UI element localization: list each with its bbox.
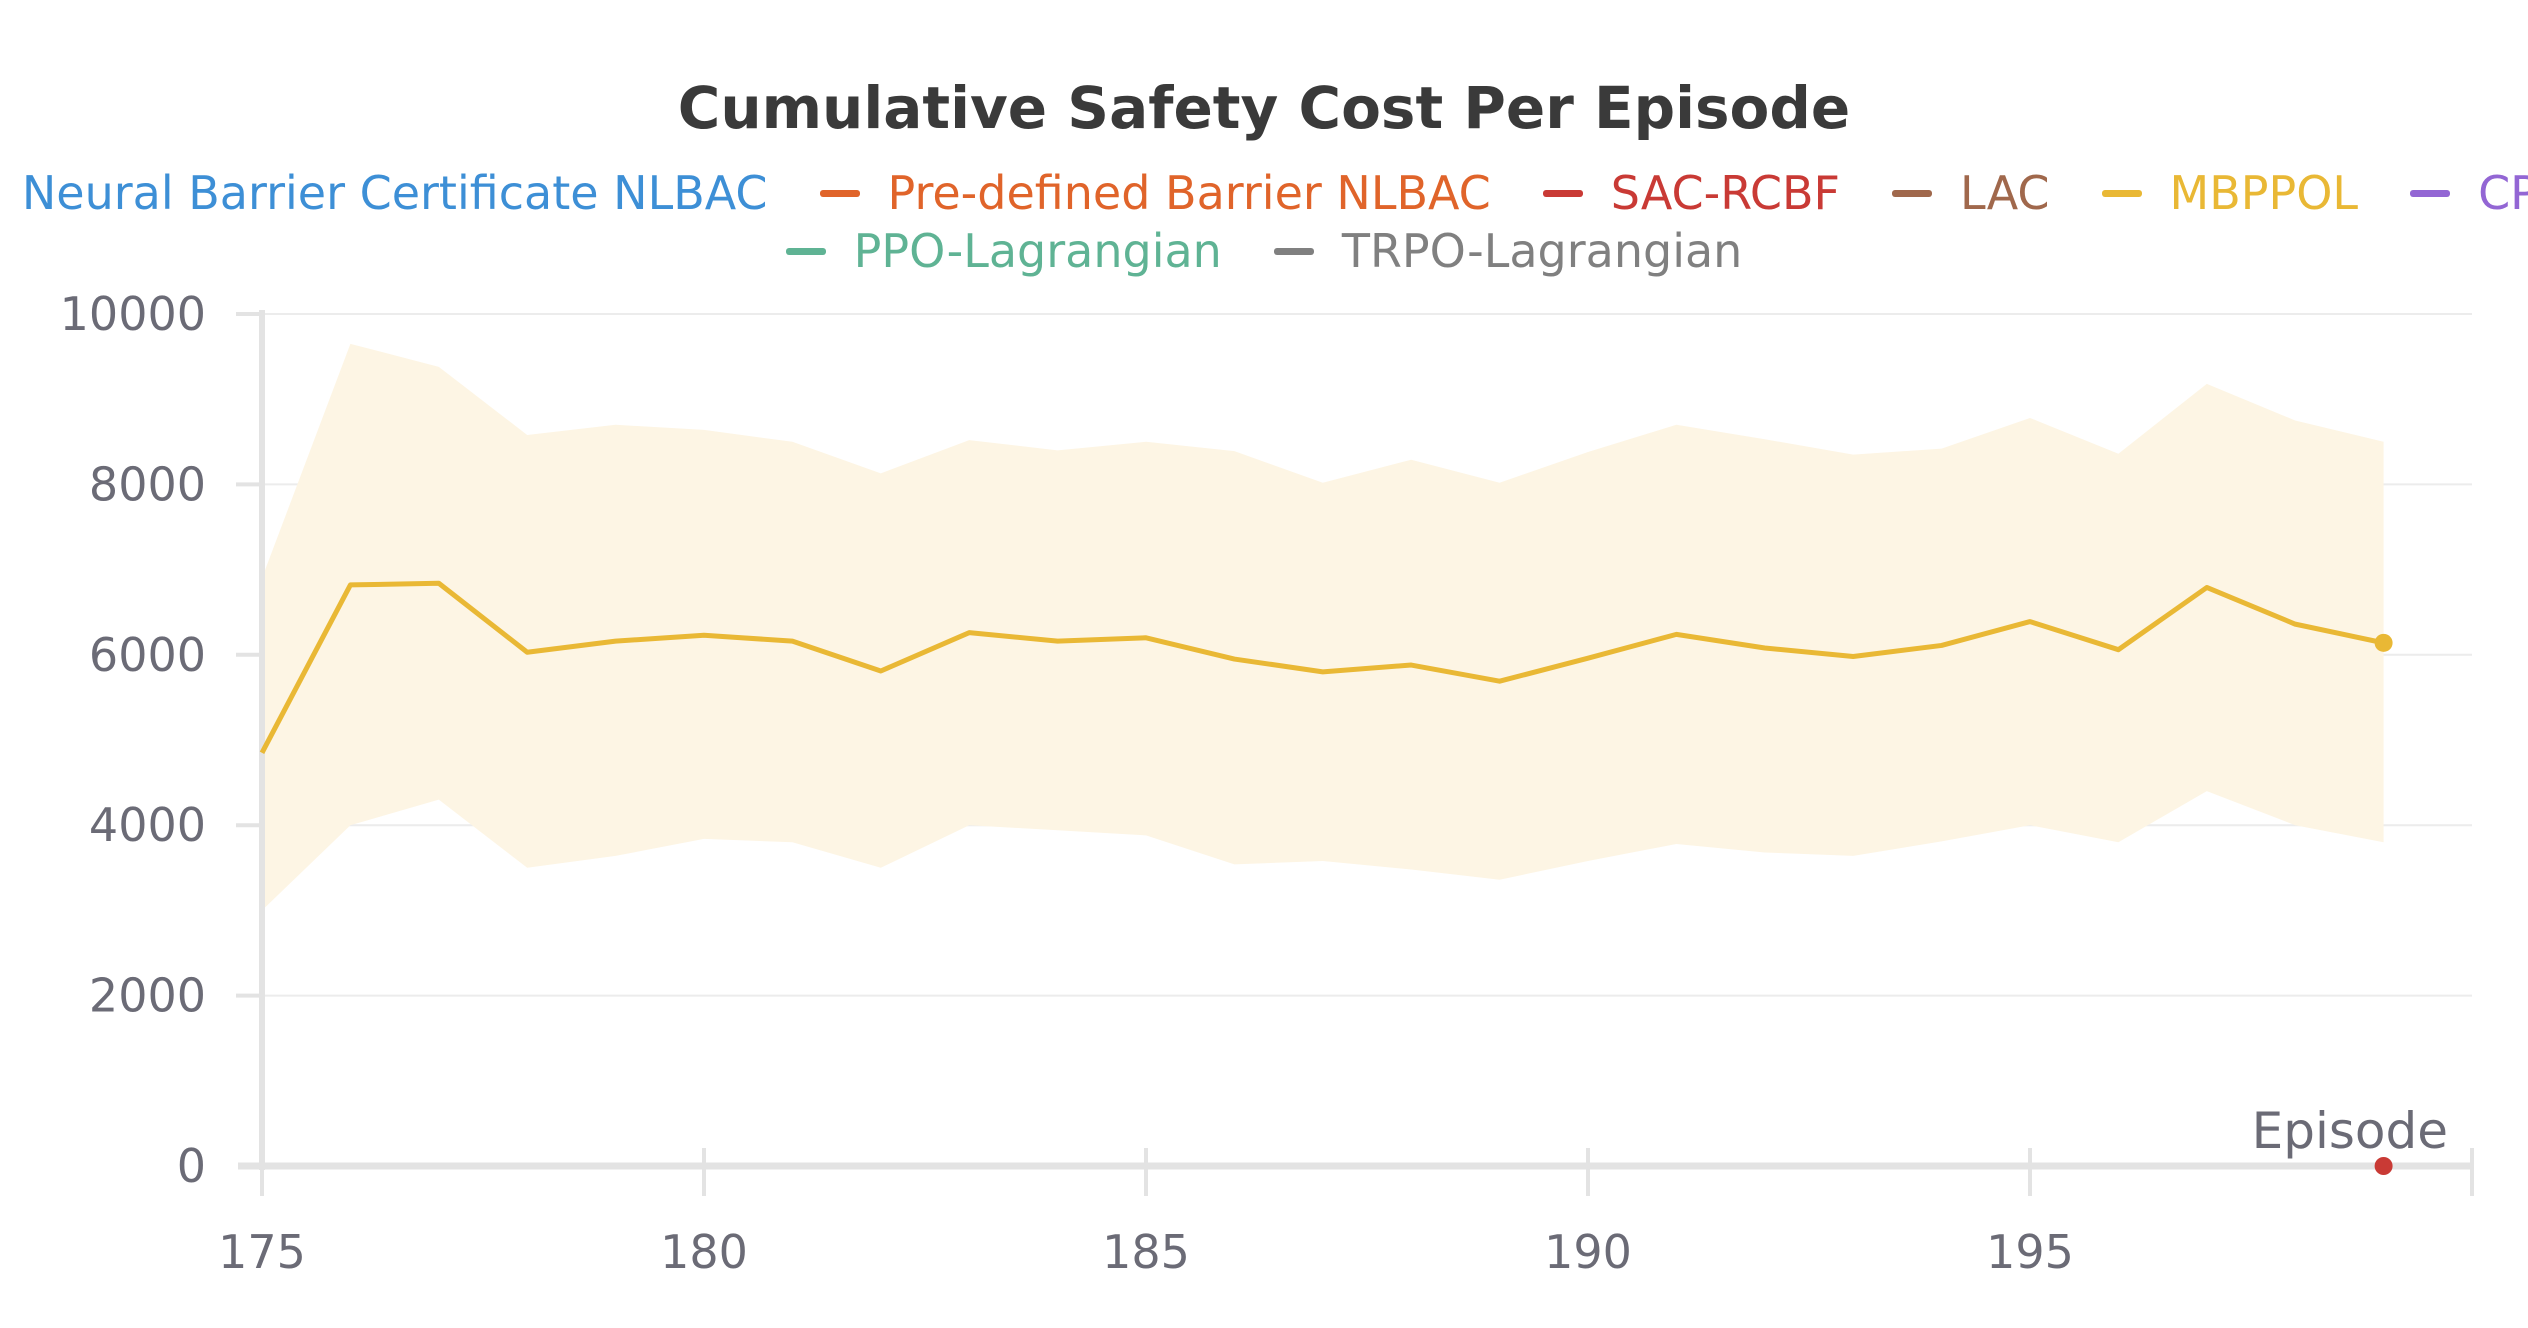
y-tick-label: 4000 [89,798,206,852]
series-endpoint[interactable] [2374,633,2393,652]
confidence-bands [262,343,2384,911]
legend-label: SAC-RCBF [1610,166,1841,220]
legend-label: CPO [2478,166,2528,220]
series-line[interactable] [259,580,2385,754]
legend-swatch [2410,189,2451,197]
y-tick-label: 10000 [60,287,206,341]
legend-swatch [785,247,826,255]
legend-item[interactable]: PPO-Lagrangian [785,224,1222,278]
legend-label: LAC [1960,166,2050,220]
legend-row: Neural Barrier Certificate NLBAC Pre-defi… [22,164,2528,222]
x-tick-label: 190 [1544,1225,1632,1279]
legend-item[interactable]: MBPPOL [2101,166,2359,220]
legend-swatch [1542,189,1583,197]
x-tick-label: 180 [660,1225,748,1279]
y-tick-label: 6000 [89,628,206,682]
legend-label: Neural Barrier Certificate NLBAC [21,166,768,220]
chart-title: Cumulative Safety Cost Per Episode [677,74,1851,142]
legend-item[interactable]: Pre-defined Barrier NLBAC [819,166,1491,220]
legend-item[interactable]: LAC [1892,166,2050,220]
legend-swatch [1273,247,1314,255]
legend-label: PPO-Lagrangian [853,224,1222,278]
legend-item[interactable]: Neural Barrier Certificate NLBAC [0,166,768,220]
legend-swatch [1892,189,1933,197]
legend-item[interactable]: CPO [2410,166,2528,220]
legend-swatch [819,189,860,197]
legend-row: PPO-Lagrangian TRPO-Lagrangian [40,222,2488,280]
series-endpoint[interactable] [2374,1157,2393,1175]
legend-item[interactable]: SAC-RCBF [1542,166,1841,220]
legend: Neural Barrier Certificate NLBAC Pre-defi… [22,164,2528,280]
legend-label: TRPO-Lagrangian [1341,224,1743,278]
axes [238,310,2472,1170]
series-lines [259,580,2393,1175]
x-tick-label: 195 [1986,1225,2074,1279]
x-tick-label: 175 [218,1225,306,1279]
legend-label: MBPPOL [2169,166,2359,220]
tick-labels: 0 2000 4000 6000 8000 10000 175 180 185 190 195 [60,287,2074,1279]
legend-swatch [2101,189,2142,197]
legend-label: Pre-defined Barrier NLBAC [887,166,1491,220]
y-tick-label: 2000 [89,969,206,1023]
x-axis-title: Episode [2252,1102,2448,1160]
y-tick-label: 0 [177,1139,206,1193]
y-tick-label: 8000 [89,457,206,511]
x-tick-label: 185 [1102,1225,1190,1279]
confidence-band [262,343,2384,911]
legend-item[interactable]: TRPO-Lagrangian [1273,224,1743,278]
